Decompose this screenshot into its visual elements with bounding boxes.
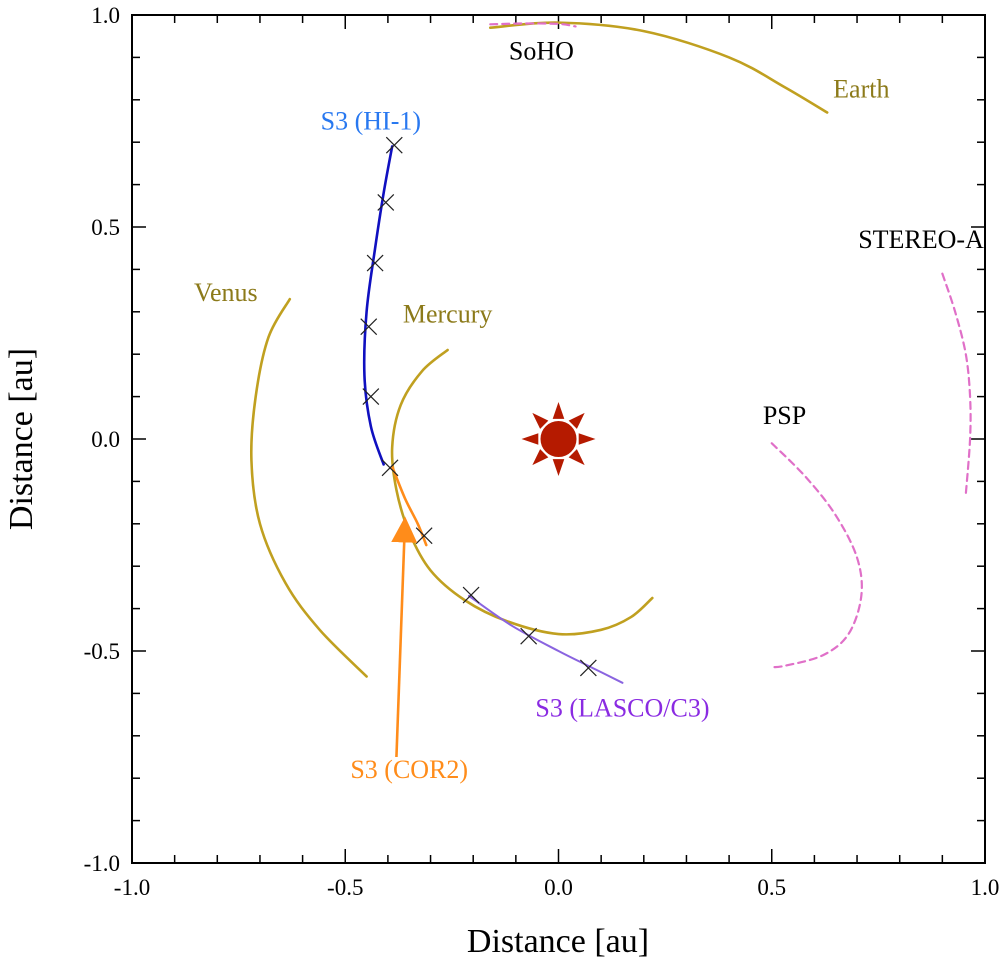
x-tick-label: -1.0	[114, 875, 150, 900]
axis-ticks	[131, 14, 986, 864]
y-tick-label: -0.5	[84, 639, 120, 664]
x-tick-label: 1.0	[971, 875, 1000, 900]
sun-ray	[521, 433, 539, 445]
sun-ray	[552, 402, 565, 419]
y-tick-label: 1.0	[91, 3, 120, 28]
series-layer	[249, 21, 972, 684]
sun-disc	[538, 419, 579, 459]
position-marker	[381, 459, 399, 477]
position-marker	[462, 586, 480, 604]
y-axis-label: Distance [au]	[3, 348, 40, 530]
sun-ray	[568, 412, 585, 429]
y-tick-label: 0.5	[91, 215, 120, 240]
position-marker	[579, 659, 597, 677]
label-psp: PSP	[763, 401, 806, 430]
sun-ray	[578, 433, 596, 445]
x-tick-label: -0.5	[327, 875, 363, 900]
position-marker	[377, 193, 395, 211]
label-venus: Venus	[194, 278, 258, 307]
label-s3-lasco-c3: S3 (LASCO/C3)	[535, 694, 709, 723]
position-marker	[362, 388, 380, 406]
series-soho	[489, 22, 577, 28]
marker-layer	[360, 136, 597, 677]
sun-ray	[552, 459, 565, 476]
sun-ray	[532, 412, 549, 429]
position-marker	[385, 136, 403, 154]
series-psp	[770, 442, 863, 669]
annotations: SoHO Earth S3 (HI-1) STEREO-A Venus Mercury PS…	[194, 37, 984, 785]
position-marker	[366, 254, 384, 272]
cor2-arrow	[391, 516, 418, 758]
y-tick-label: 0.0	[91, 427, 120, 452]
series-s3-lasco-c3	[467, 594, 624, 684]
sun-symbol	[521, 402, 596, 476]
series-mercury	[390, 348, 654, 636]
x-axis-label: Distance [au]	[467, 923, 649, 960]
arrow-line	[391, 516, 418, 758]
label-earth: Earth	[833, 75, 889, 104]
label-stereo-a: STEREO-A	[858, 225, 984, 254]
series-venus	[249, 297, 368, 678]
series-s3-cor2	[390, 465, 428, 547]
label-s3-cor2: S3 (COR2)	[350, 755, 468, 784]
tick-labels: -1.0 -0.5 0.0 0.5 1.0 -1.0 -0.5 0.0 0.5 1.0	[84, 3, 1000, 900]
position-marker	[415, 527, 433, 545]
sun-ray	[532, 449, 549, 466]
x-tick-label: 0.0	[544, 875, 573, 900]
y-tick-label: -1.0	[84, 851, 120, 876]
label-soho: SoHO	[509, 37, 574, 66]
sun-ray	[568, 449, 585, 466]
position-marker	[520, 627, 538, 645]
series-s3-hi-1	[362, 145, 394, 466]
label-s3-hi-1: S3 (HI-1)	[321, 106, 421, 135]
label-mercury: Mercury	[403, 299, 493, 328]
position-marker	[360, 318, 378, 336]
x-tick-label: 0.5	[757, 875, 786, 900]
series-stereo-a	[941, 272, 972, 496]
